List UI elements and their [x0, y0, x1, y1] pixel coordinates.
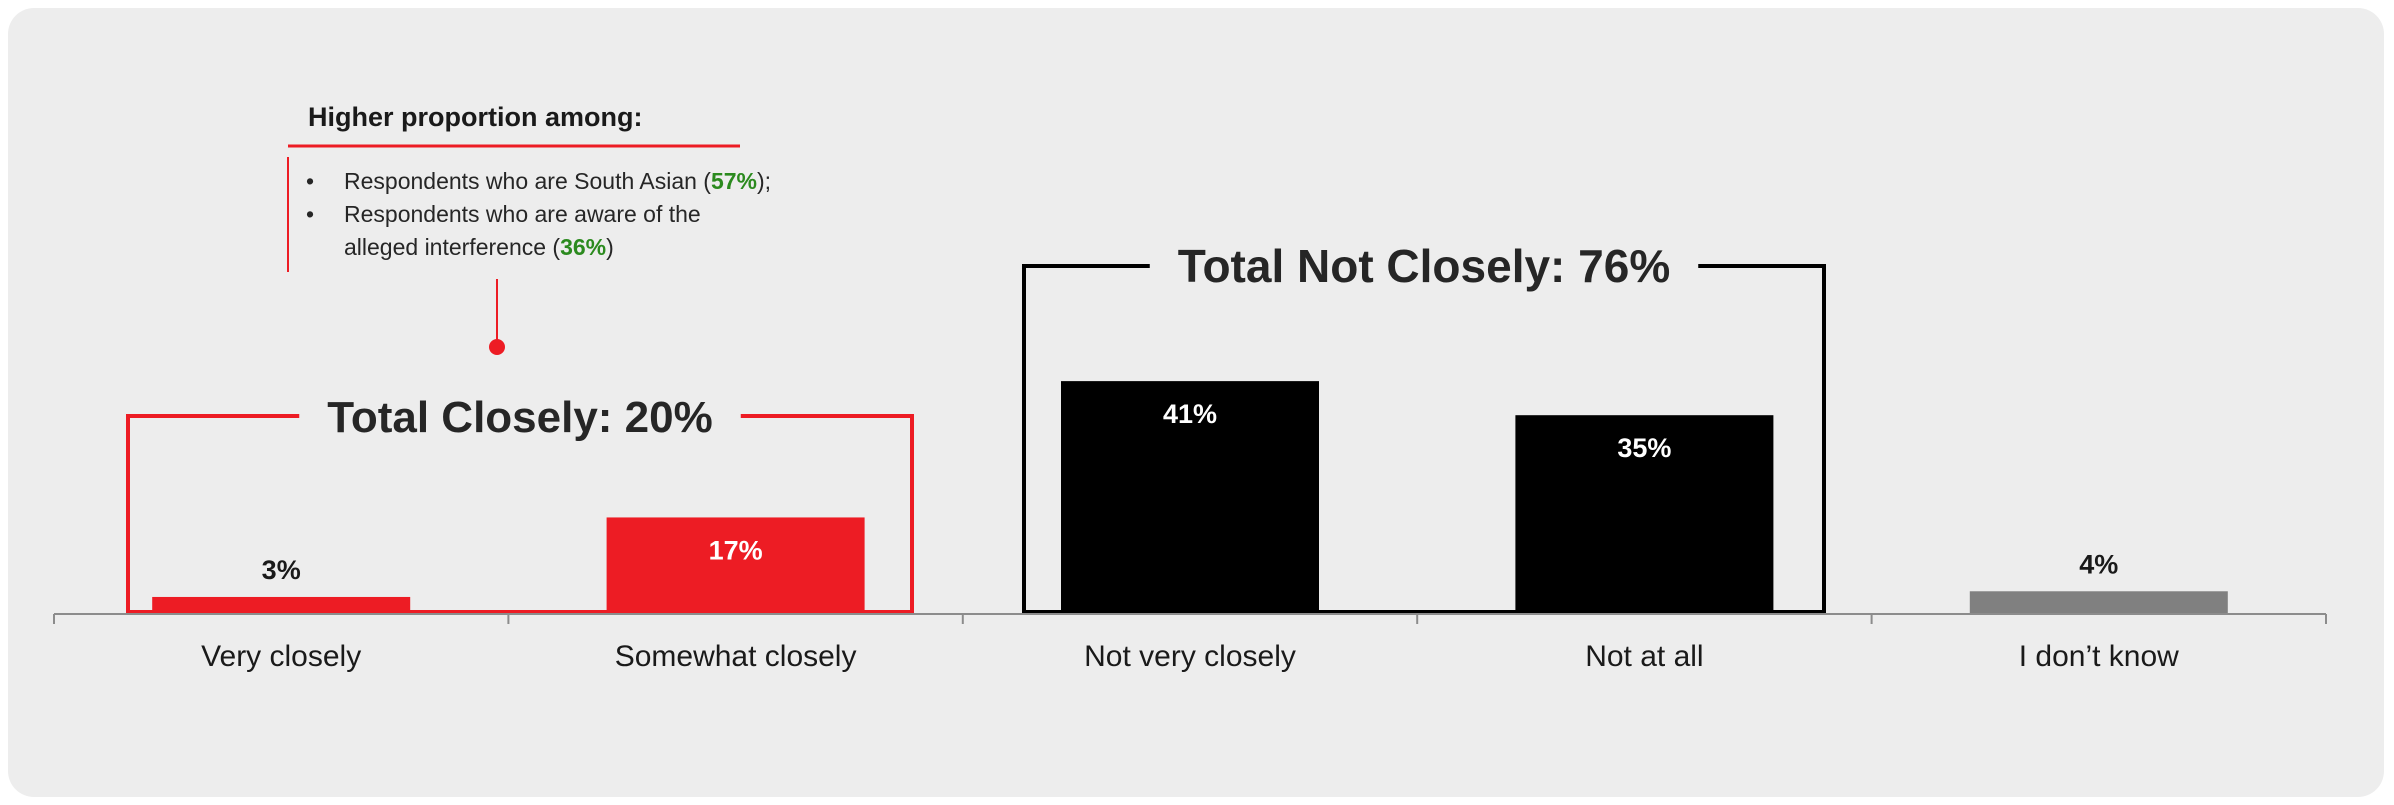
category-label: Somewhat closely — [615, 640, 857, 673]
category-label: Not at all — [1585, 640, 1703, 673]
bar — [152, 596, 411, 614]
x-axis — [53, 613, 2327, 624]
data-label: 35% — [1617, 433, 1671, 463]
callout-bullet: Respondents who are aware of the alleged… — [300, 198, 764, 264]
data-label: 4% — [2079, 549, 2118, 579]
bar — [1969, 591, 2228, 614]
callout-connector-dot — [489, 339, 505, 355]
data-label: 41% — [1163, 399, 1217, 429]
callout-highlight: 36% — [560, 234, 607, 260]
callout-bullets: Respondents who are South Asian (57%); R… — [300, 165, 860, 264]
category-label: Not very closely — [1084, 640, 1296, 673]
category-label: Very closely — [201, 640, 361, 673]
data-labels: 3% 17% 41% 35% 4% — [262, 399, 2119, 585]
group-brackets: Total Closely: 20% Total Not Closely: 76% — [126, 144, 1826, 614]
callout-highlight: 57% — [710, 168, 758, 194]
bars — [152, 381, 2228, 614]
bar — [1515, 415, 1774, 614]
callout-bullet: Respondents who are South Asian (57%); — [300, 165, 860, 198]
group-total-label: Total Closely: 20% — [327, 393, 713, 442]
category-labels: Very closely Somewhat closely Not very clo… — [201, 640, 2179, 673]
category-label: I don’t know — [2019, 640, 2179, 673]
data-label: 3% — [262, 555, 301, 585]
group-bracket — [1022, 264, 1826, 614]
callout-text: ) — [606, 234, 614, 260]
callout-title: Higher proportion among: — [308, 102, 643, 132]
bar — [1061, 381, 1319, 614]
data-label: 17% — [709, 535, 763, 565]
bar — [606, 517, 865, 614]
callout-text: Respondents who are South Asian ( — [344, 168, 711, 194]
group-total-label: Total Not Closely: 76% — [1178, 240, 1670, 292]
callout-text: ); — [757, 168, 772, 194]
group-bracket — [126, 414, 914, 614]
callout-text: Respondents who are aware of the alleged… — [344, 201, 701, 260]
